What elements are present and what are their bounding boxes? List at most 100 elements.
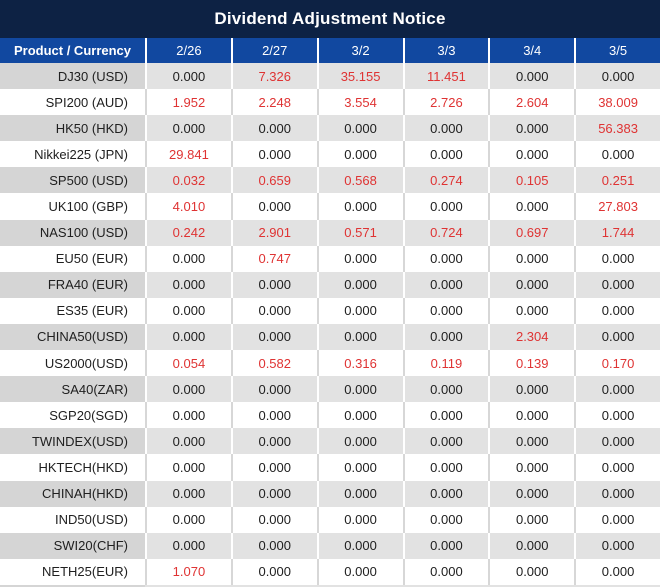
value-cell: 0.000 [402, 402, 489, 429]
value-cell: 0.000 [316, 480, 403, 507]
product-cell: SA40(ZAR) [0, 376, 145, 403]
table-row: ES35 (EUR) 0.000 0.000 0.000 0.000 0.000… [0, 297, 660, 324]
value-cell: 11.451 [402, 63, 489, 90]
value-cell: 0.000 [230, 558, 317, 585]
table-row: NAS100 (USD) 0.242 2.901 0.571 0.724 0.6… [0, 219, 660, 246]
product-cell: NETH25(EUR) [42, 564, 128, 580]
value-cell: 0.000 [574, 402, 660, 429]
product-cell: ES35 (EUR) [56, 303, 128, 319]
value-cell: 38.009 [574, 89, 660, 116]
value-cell: 0.000 [488, 558, 574, 585]
value-cell: 0.316 [316, 350, 403, 377]
value-cell: 0.000 [316, 532, 403, 559]
value-cell: 0.000 [574, 245, 660, 272]
product-cell: DJ30 (USD) [0, 63, 145, 90]
value-cell: 0.724 [402, 219, 489, 246]
value-cell: 56.383 [574, 115, 660, 142]
table-row: HKTECH(HKD) 0.000 0.000 0.000 0.000 0.00… [0, 454, 660, 481]
value-cell: 0.000 [574, 376, 660, 403]
product-cell: HK50 (HKD) [0, 115, 145, 142]
value-cell: 0.659 [230, 167, 317, 194]
value-cell: 35.155 [316, 63, 403, 90]
value-cell: 0.000 [230, 506, 317, 533]
title-bar: Dividend Adjustment Notice [0, 0, 660, 38]
value-cell: 2.604 [488, 89, 574, 116]
value-cell: 0.000 [145, 323, 231, 351]
value-cell: 0.000 [316, 271, 403, 298]
table-body: DJ30 (USD) 0.000 7.326 35.155 11.451 0.0… [0, 63, 660, 585]
value-cell: 0.000 [316, 428, 403, 455]
product-cell: SPI200 (AUD) [45, 94, 128, 110]
table-row: UK100 (GBP) 4.010 0.000 0.000 0.000 0.00… [0, 193, 660, 220]
table-row: FRA40 (EUR) 0.000 0.000 0.000 0.000 0.00… [0, 271, 660, 298]
value-cell: 3.554 [316, 89, 403, 116]
value-cell: 0.054 [145, 350, 231, 377]
value-cell: 0.000 [316, 193, 403, 220]
value-cell: 0.582 [230, 350, 317, 377]
table-row: SPI200 (AUD) 1.952 2.248 3.554 2.726 2.6… [0, 89, 660, 116]
value-cell: 0.000 [145, 506, 231, 533]
value-cell: 27.803 [574, 193, 660, 220]
value-cell: 0.000 [145, 480, 231, 507]
value-cell: 0.000 [488, 402, 574, 429]
value-cell: 0.000 [402, 480, 489, 507]
value-cell: 0.000 [230, 532, 317, 559]
product-cell: Nikkei225 (JPN) [34, 146, 128, 162]
value-cell: 0.000 [574, 480, 660, 507]
value-cell: 0.242 [145, 219, 231, 246]
value-cell: 0.119 [402, 350, 489, 377]
header-cell-date-2: 2/27 [230, 38, 317, 63]
value-cell: 0.000 [574, 454, 660, 481]
value-cell: 0.000 [230, 297, 317, 324]
product-cell: SGP20(SGD) [49, 407, 128, 423]
value-cell: 0.000 [145, 245, 231, 272]
product-cell: FRA40 (EUR) [0, 271, 145, 298]
value-cell: 0.000 [488, 297, 574, 324]
value-cell: 0.000 [402, 506, 489, 533]
value-cell: 0.000 [230, 428, 317, 455]
value-cell: 1.070 [145, 558, 231, 585]
value-cell: 0.000 [488, 376, 574, 403]
value-cell: 0.000 [402, 376, 489, 403]
header-cell-date-4: 3/3 [402, 38, 489, 63]
value-cell: 0.000 [145, 402, 231, 429]
product-cell: SP500 (USD) [0, 167, 145, 194]
value-cell: 0.000 [574, 558, 660, 585]
value-cell: 0.000 [316, 558, 403, 585]
product-cell: EU50 (EUR) [55, 251, 128, 267]
value-cell: 0.000 [145, 63, 231, 90]
value-cell: 0.032 [145, 167, 231, 194]
value-cell: 0.000 [488, 115, 574, 142]
value-cell: 0.000 [316, 115, 403, 142]
value-cell: 0.000 [145, 297, 231, 324]
value-cell: 0.000 [145, 376, 231, 403]
value-cell: 0.000 [488, 271, 574, 298]
product-cell: SWI20(CHF) [0, 532, 145, 559]
value-cell: 0.000 [316, 506, 403, 533]
table-row: US2000(USD) 0.054 0.582 0.316 0.119 0.13… [0, 350, 660, 377]
value-cell: 4.010 [145, 193, 231, 220]
value-cell: 0.000 [402, 454, 489, 481]
value-cell: 0.000 [402, 141, 489, 168]
value-cell: 0.571 [316, 219, 403, 246]
value-cell: 2.304 [488, 323, 574, 351]
sliver-values [145, 584, 660, 587]
product-cell: CHINAH(HKD) [0, 480, 145, 507]
value-cell: 0.000 [574, 323, 660, 351]
product-cell: HKTECH(HKD) [38, 459, 128, 475]
table-row: Nikkei225 (JPN) 29.841 0.000 0.000 0.000… [0, 141, 660, 168]
value-cell: 29.841 [145, 141, 231, 168]
value-cell: 0.000 [230, 454, 317, 481]
value-cell: 0.000 [316, 402, 403, 429]
value-cell: 0.000 [145, 532, 231, 559]
value-cell: 0.274 [402, 167, 489, 194]
value-cell: 0.000 [316, 454, 403, 481]
page-title: Dividend Adjustment Notice [214, 9, 446, 28]
value-cell: 0.000 [402, 271, 489, 298]
value-cell: 0.000 [488, 506, 574, 533]
value-cell: 0.000 [488, 428, 574, 455]
value-cell: 0.000 [402, 297, 489, 324]
table-row: DJ30 (USD) 0.000 7.326 35.155 11.451 0.0… [0, 63, 660, 90]
value-cell: 0.000 [230, 480, 317, 507]
value-cell: 0.000 [488, 532, 574, 559]
